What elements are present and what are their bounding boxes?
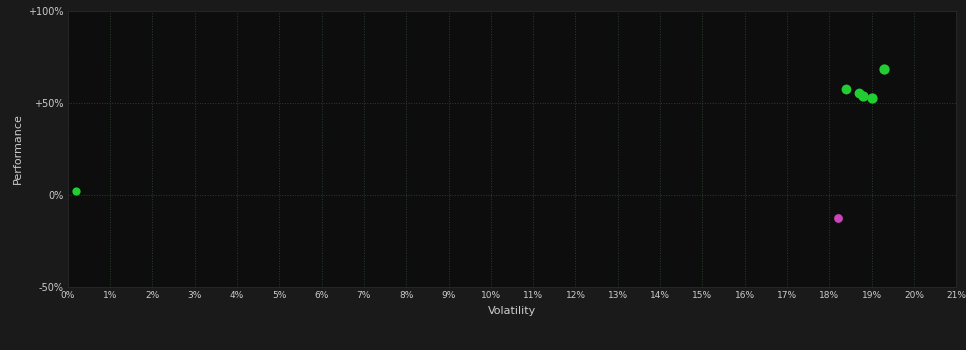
Y-axis label: Performance: Performance: [13, 113, 22, 184]
Point: [838, 86, 854, 92]
X-axis label: Volatility: Volatility: [488, 306, 536, 316]
Point: [830, 215, 845, 221]
Point: [877, 67, 893, 72]
Point: [851, 90, 867, 95]
Point: [856, 93, 871, 99]
Point: [864, 95, 879, 101]
Point: [69, 188, 84, 194]
